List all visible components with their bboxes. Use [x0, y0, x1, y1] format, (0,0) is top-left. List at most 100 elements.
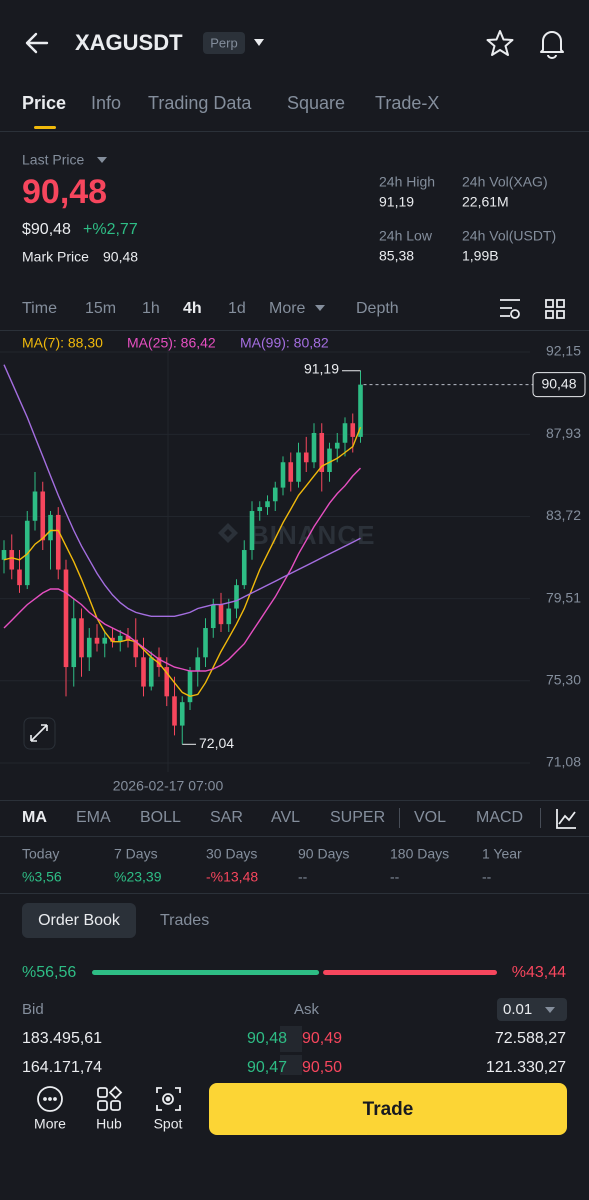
y-tick-label: 79,51 — [546, 589, 581, 605]
symbol-dropdown[interactable] — [254, 39, 264, 46]
stat-value: 85,38 — [379, 248, 414, 264]
performance-label: 90 Days — [298, 846, 349, 862]
performance-label: Today — [22, 846, 59, 862]
performance-label: 1 Year — [482, 846, 522, 862]
orderbook-tab[interactable]: Order Book — [38, 912, 121, 929]
interval[interactable]: 1h — [142, 300, 160, 317]
price-change: +%2,77 — [83, 221, 138, 238]
candle-body — [94, 637, 100, 644]
notification-icon[interactable] — [540, 31, 564, 59]
interval[interactable]: 15m — [85, 300, 116, 317]
date-label: 2026-02-17 07:00 — [113, 778, 224, 794]
y-tick-label: 83,72 — [546, 507, 581, 523]
chart-settings-icon[interactable] — [500, 299, 520, 319]
ask-price: 90,49 — [302, 1030, 342, 1047]
candle-body — [17, 569, 22, 586]
layout-icon[interactable] — [545, 299, 565, 319]
nav-label[interactable]: Spot — [154, 1116, 183, 1132]
more-dropdown[interactable] — [315, 305, 325, 311]
interval[interactable]: 4h — [183, 300, 202, 317]
indicator[interactable]: AVL — [271, 809, 300, 826]
candle-body — [9, 550, 15, 570]
tab[interactable]: Trading Data — [148, 93, 252, 113]
performance-label: 180 Days — [390, 846, 449, 862]
favorite-icon[interactable] — [486, 30, 514, 56]
candle-body — [342, 423, 348, 443]
precision-selector[interactable] — [497, 998, 567, 1021]
interval[interactable]: 1d — [228, 300, 246, 317]
candle-body — [179, 702, 185, 726]
candle-body — [55, 514, 61, 570]
candle-body — [265, 501, 270, 508]
candle-body — [210, 604, 216, 629]
bid-price: 90,47 — [247, 1059, 287, 1076]
spot-icon[interactable] — [156, 1087, 181, 1111]
ma-legend: MA(25): 86,42 — [127, 335, 216, 351]
candle-body — [249, 511, 255, 551]
tab[interactable]: Info — [91, 93, 121, 113]
performance-value: -%13,48 — [206, 869, 258, 885]
candle-body — [226, 608, 232, 625]
depth-highlight — [280, 1055, 302, 1075]
stat-value: 1,99B — [462, 248, 499, 264]
candle-body — [303, 452, 309, 463]
indicator[interactable]: EMA — [76, 809, 111, 826]
tab[interactable]: Price — [22, 93, 66, 113]
stat-label: 24h Vol(USDT) — [462, 228, 556, 244]
y-tick-label: 75,30 — [546, 671, 581, 687]
watermark: BINANCE — [250, 520, 375, 550]
bid-amount: 183.495,61 — [22, 1030, 102, 1047]
ask-amount: 121.330,27 — [486, 1059, 566, 1076]
candle-body — [234, 585, 239, 609]
stat-value: 91,19 — [379, 194, 414, 210]
indicator[interactable]: SUPER — [330, 809, 385, 826]
badge: Perp — [210, 35, 237, 50]
orderbook-tab[interactable]: Trades — [160, 912, 209, 929]
indicator[interactable]: BOLL — [140, 809, 181, 826]
back-button[interactable] — [25, 32, 49, 54]
interval[interactable]: Time — [22, 300, 57, 317]
candle-body — [110, 637, 115, 642]
candle-body — [334, 442, 340, 449]
candle-body — [187, 670, 193, 703]
performance-label: 7 Days — [114, 846, 158, 862]
active-orderbook-tab[interactable] — [22, 903, 136, 938]
indicator[interactable]: SAR — [210, 809, 243, 826]
nav-label[interactable]: More — [34, 1116, 66, 1132]
candle-body — [125, 635, 131, 640]
candle-body — [288, 462, 294, 482]
expand-button[interactable] — [23, 717, 56, 750]
candle-body — [63, 569, 69, 668]
candle-body — [296, 452, 301, 482]
precision-value[interactable]: 0.01 — [503, 1001, 532, 1018]
candle-body — [102, 637, 108, 644]
price-dropdown[interactable] — [97, 157, 107, 163]
ma-line — [3, 426, 362, 698]
nav-label[interactable]: Hub — [96, 1116, 122, 1132]
candle-body — [164, 667, 170, 697]
usd-price: $90,48 — [22, 221, 71, 238]
indicator[interactable]: VOL — [414, 809, 446, 826]
y-tick-label: 87,93 — [546, 425, 581, 441]
interval[interactable]: More — [269, 300, 306, 317]
candle-body — [79, 618, 84, 658]
tab[interactable]: Square — [287, 93, 345, 113]
indicator[interactable]: MACD — [476, 809, 523, 826]
candle-body — [48, 514, 53, 541]
indicator[interactable]: MA — [22, 809, 47, 826]
last-price-label: Last Price — [22, 152, 84, 168]
indicator-chart-icon[interactable] — [556, 809, 576, 829]
trade-button[interactable] — [209, 1083, 567, 1135]
interval[interactable]: Depth — [356, 300, 399, 317]
candle-body — [319, 432, 325, 473]
depth-highlight — [280, 1026, 302, 1052]
hub-icon[interactable] — [97, 1085, 123, 1111]
candle-body — [71, 618, 77, 668]
tab[interactable]: Trade-X — [375, 93, 439, 113]
trade-button-label[interactable]: Trade — [363, 1099, 414, 1120]
more-icon[interactable] — [37, 1086, 63, 1112]
performance-value: -- — [390, 869, 400, 885]
